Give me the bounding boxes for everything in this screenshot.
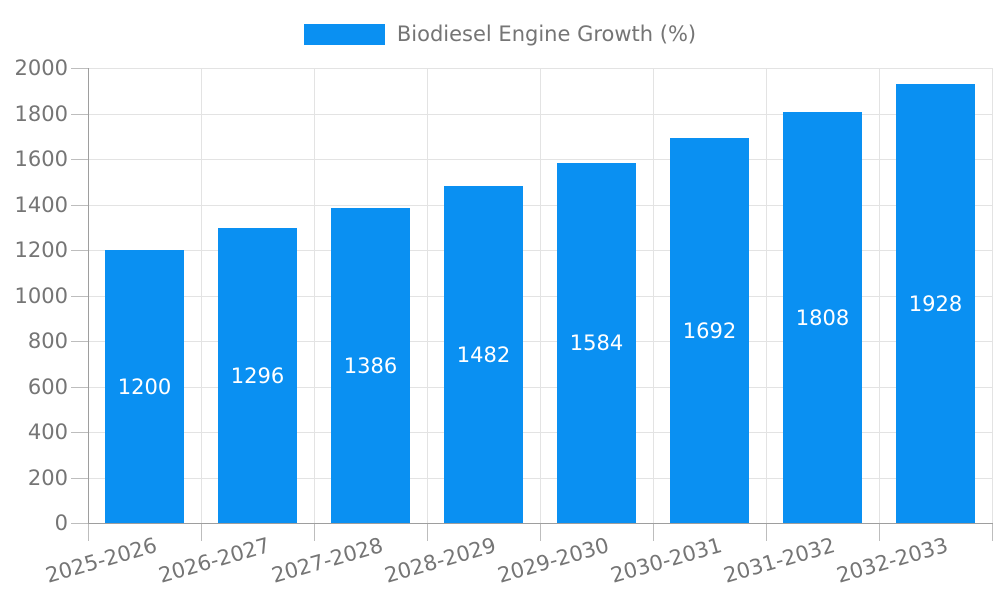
y-axis-line xyxy=(88,68,89,523)
y-tick xyxy=(71,250,88,251)
x-tick xyxy=(992,523,993,541)
x-tick xyxy=(766,523,767,541)
legend-label: Biodiesel Engine Growth (%) xyxy=(396,22,697,46)
x-tick xyxy=(540,523,541,541)
v-gridline xyxy=(427,68,428,523)
x-tick xyxy=(201,523,202,541)
y-tick xyxy=(71,159,88,160)
bar-2025-2026[interactable]: 1200 xyxy=(105,250,184,523)
chart-legend: Biodiesel Engine Growth (%) xyxy=(0,22,1000,46)
y-axis-tick-label: 800 xyxy=(27,329,68,353)
y-tick xyxy=(71,387,88,388)
v-gridline xyxy=(653,68,654,523)
v-gridline xyxy=(879,68,880,523)
v-gridline xyxy=(314,68,315,523)
x-tick xyxy=(427,523,428,541)
y-axis-tick-label: 1400 xyxy=(14,193,68,217)
bar-2030-2031[interactable]: 1692 xyxy=(670,138,749,523)
y-axis-tick-label: 1600 xyxy=(14,147,68,171)
x-tick xyxy=(314,523,315,541)
y-tick xyxy=(71,478,88,479)
v-gridline xyxy=(766,68,767,523)
y-axis-tick-label: 200 xyxy=(27,466,68,490)
bar-value-label: 1928 xyxy=(908,291,963,316)
x-tick xyxy=(88,523,89,541)
legend-swatch xyxy=(303,23,385,45)
y-tick xyxy=(71,68,88,69)
y-tick xyxy=(71,205,88,206)
bar-value-label: 1584 xyxy=(569,331,624,355)
bar-2032-2033[interactable]: 1928 xyxy=(896,84,975,523)
v-gridline xyxy=(540,68,541,523)
bar-value-label: 1482 xyxy=(456,342,511,367)
v-gridline xyxy=(201,68,202,523)
y-axis-tick-label: 0 xyxy=(54,511,68,535)
y-tick xyxy=(71,341,88,342)
x-axis-line xyxy=(88,523,993,524)
bar-2027-2028[interactable]: 1386 xyxy=(331,208,410,523)
bar-2028-2029[interactable]: 1482 xyxy=(444,186,523,523)
bar-2029-2030[interactable]: 1584 xyxy=(557,163,636,523)
y-axis-tick-label: 2000 xyxy=(14,56,68,80)
x-tick xyxy=(653,523,654,541)
x-tick xyxy=(879,523,880,541)
y-tick xyxy=(71,523,88,524)
bar-2031-2032[interactable]: 1808 xyxy=(783,112,862,523)
v-gridline xyxy=(992,68,993,523)
bar-value-label: 1296 xyxy=(230,363,285,388)
bar-value-label: 1692 xyxy=(682,318,737,343)
y-axis-tick-label: 1800 xyxy=(14,102,68,126)
bar-value-label: 1386 xyxy=(343,353,398,378)
y-axis-tick-label: 600 xyxy=(27,375,68,399)
bar-value-label: 1808 xyxy=(795,305,850,330)
bar-value-label: 1200 xyxy=(117,374,172,399)
y-tick xyxy=(71,432,88,433)
legend-item[interactable]: Biodiesel Engine Growth (%) xyxy=(303,22,697,46)
y-axis-tick-label: 1000 xyxy=(14,284,68,308)
bar-2026-2027[interactable]: 1296 xyxy=(218,228,297,523)
y-tick xyxy=(71,114,88,115)
y-axis-tick-label: 1200 xyxy=(14,238,68,262)
y-tick xyxy=(71,296,88,297)
y-axis-tick-label: 400 xyxy=(27,420,68,444)
